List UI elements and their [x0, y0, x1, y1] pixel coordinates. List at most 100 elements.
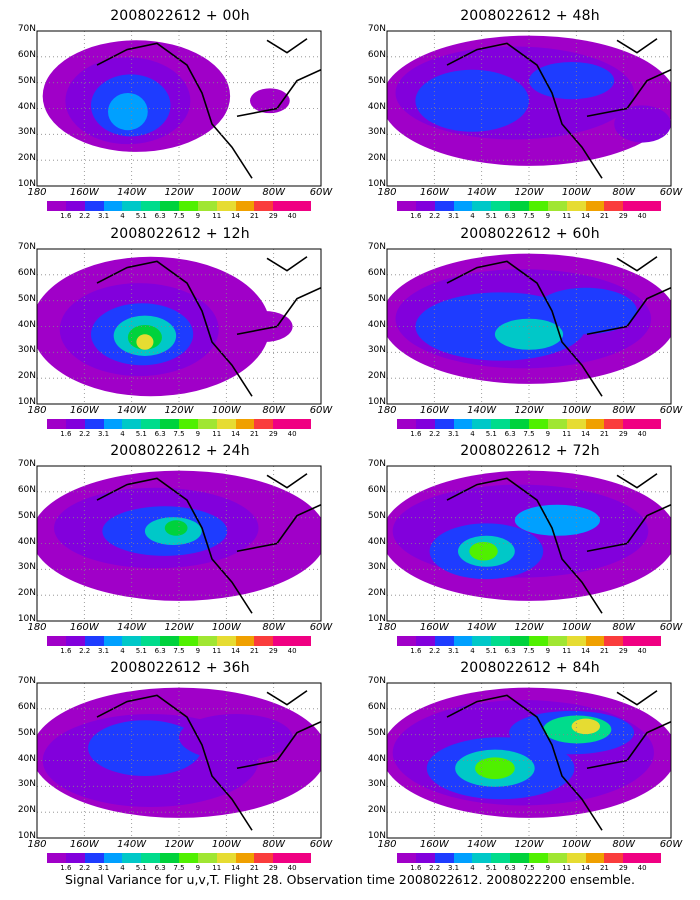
colorbar-label: 11: [562, 430, 572, 438]
colorbar-swatch: [141, 201, 161, 211]
lon-label: 140W: [117, 187, 147, 198]
colorbar-label: 14: [231, 212, 241, 220]
colorbar-swatch: [47, 419, 66, 429]
colorbar-swatch: [103, 853, 123, 863]
colorbar-label: 9: [545, 430, 551, 438]
lon-label: 160W: [69, 187, 99, 198]
lat-label: 20N: [367, 805, 386, 816]
lon-label: 60W: [309, 187, 333, 198]
lat-label: 40N: [17, 753, 36, 764]
colorbar-swatch: [491, 419, 511, 429]
lon-label: 140W: [467, 839, 497, 850]
lon-label: 120W: [164, 187, 194, 198]
colorbar-swatch: [547, 636, 567, 646]
colorbar-swatch: [122, 853, 142, 863]
variance-contour: [164, 520, 188, 536]
figure-caption: Signal Variance for u,v,T. Flight 28. Ob…: [65, 872, 635, 887]
colorbar-swatch: [547, 201, 567, 211]
colorbar-swatch: [642, 636, 662, 646]
colorbar-swatch: [415, 636, 435, 646]
colorbar-swatch: [642, 853, 662, 863]
lon-label: 140W: [117, 622, 147, 633]
variance-contour: [415, 69, 529, 132]
variance-map: [36, 465, 322, 622]
variance-map: [36, 248, 322, 405]
lat-label: 50N: [17, 293, 36, 304]
colorbar-label: 21: [249, 430, 259, 438]
colorbar-label: 6.3: [504, 430, 516, 438]
lon-label: 120W: [514, 187, 544, 198]
colorbar-swatch: [604, 201, 624, 211]
variance-contour: [235, 311, 293, 342]
colorbar-label: 2.2: [79, 430, 91, 438]
colorbar-swatch: [47, 636, 66, 646]
map-panel: 2008022612 + 72h 70N 60N 50N 40N 30N 20N 10N 180…: [360, 443, 700, 661]
colorbar-label: 7.5: [173, 647, 185, 655]
lat-label: 70N: [367, 459, 386, 469]
variance-contour: [136, 334, 154, 350]
colorbar-label: 29: [618, 430, 628, 438]
colorbar-swatch: [510, 853, 530, 863]
colorbar: [47, 853, 312, 863]
colorbar-label: 5.1: [135, 212, 147, 220]
colorbar-label: 2.2: [429, 647, 441, 655]
colorbar-swatch: [397, 201, 416, 211]
colorbar-swatch: [529, 853, 548, 863]
colorbar-label: 6.3: [504, 212, 516, 220]
lat-label: 70N: [367, 676, 386, 686]
colorbar-label: 5.1: [485, 647, 497, 655]
colorbar-label: 7.5: [173, 212, 185, 220]
colorbar-swatch: [160, 419, 180, 429]
lon-label: 80W: [612, 405, 635, 416]
lon-label: 160W: [69, 622, 99, 633]
colorbar-swatch: [141, 636, 161, 646]
colorbar-label: 7.5: [523, 430, 535, 438]
colorbar-swatch: [529, 201, 548, 211]
lat-label: 40N: [17, 101, 36, 112]
lat-label: 50N: [17, 510, 36, 521]
colorbar-label: 9: [195, 864, 201, 872]
colorbar-label: 21: [249, 647, 259, 655]
colorbar-label: 9: [195, 212, 201, 220]
colorbar-label: 5.1: [135, 864, 147, 872]
colorbar-swatch: [141, 419, 161, 429]
colorbar-swatch: [235, 419, 255, 429]
colorbar-label: 29: [268, 212, 278, 220]
lon-label: 100W: [211, 622, 241, 633]
lon-label: 60W: [309, 622, 333, 633]
lon-label: 100W: [561, 622, 591, 633]
colorbar-label: 5.1: [135, 430, 147, 438]
colorbar-label: 9: [195, 647, 201, 655]
colorbar-swatch: [434, 419, 454, 429]
lon-label: 140W: [467, 405, 497, 416]
coastline: [446, 690, 671, 831]
lat-label: 40N: [17, 536, 36, 547]
colorbar-swatch: [254, 419, 274, 429]
colorbar-swatch: [472, 201, 492, 211]
colorbar-swatch: [103, 636, 123, 646]
lon-label: 60W: [659, 187, 683, 198]
colorbar-label: 2.2: [429, 864, 441, 872]
colorbar-label: 14: [581, 430, 591, 438]
colorbar-swatch: [273, 201, 293, 211]
colorbar-label: 29: [268, 430, 278, 438]
colorbar-swatch: [434, 201, 454, 211]
colorbar-swatch: [84, 201, 104, 211]
colorbar-label: 4: [470, 212, 475, 220]
lat-label: 70N: [367, 242, 386, 252]
colorbar-swatch: [235, 201, 255, 211]
colorbar: [397, 636, 662, 646]
panel-title: 2008022612 + 24h: [110, 443, 250, 459]
colorbar-label: 21: [599, 864, 609, 872]
lon-label: 120W: [514, 839, 544, 850]
lat-label: 20N: [367, 588, 386, 599]
colorbar-swatch: [510, 201, 530, 211]
map-panel: 2008022612 + 48h 70N 60N 50N 40N 30N 20N 10N 180…: [360, 8, 700, 226]
lat-label: 40N: [367, 536, 386, 547]
variance-contour: [250, 88, 290, 114]
colorbar-label: 14: [231, 647, 241, 655]
panel-title: 2008022612 + 84h: [460, 660, 600, 676]
colorbar-label: 3.1: [97, 212, 110, 220]
coastline: [96, 38, 321, 179]
lon-label: 80W: [262, 405, 285, 416]
